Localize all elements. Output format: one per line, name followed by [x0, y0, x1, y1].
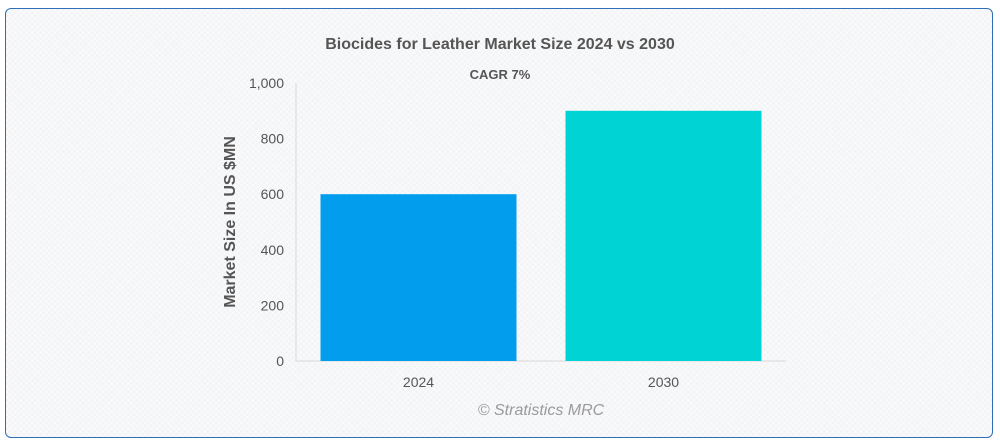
y-tick-label: 400: [261, 242, 285, 258]
y-tick-labels: 0 200 400 600 800 1,000: [249, 75, 284, 369]
chart-subtitle: CAGR 7%: [470, 67, 531, 82]
y-tick-label: 1,000: [249, 75, 284, 91]
x-tick-label: 2030: [648, 374, 679, 390]
bars: [320, 110, 762, 361]
y-tick-label: 0: [276, 353, 284, 369]
bar-2030: [565, 110, 762, 361]
credit-text: © Stratistics MRC: [478, 402, 605, 419]
x-tick-labels: 2024 2030: [403, 374, 679, 390]
y-axis-label: Market Size In US $MN: [222, 136, 239, 308]
bar-2024: [320, 194, 517, 361]
chart-title: Biocides for Leather Market Size 2024 vs…: [325, 36, 675, 53]
x-tick-label: 2024: [403, 374, 434, 390]
y-tick-label: 200: [261, 297, 285, 313]
y-tick-label: 600: [261, 186, 285, 202]
y-tick-label: 800: [261, 131, 285, 147]
